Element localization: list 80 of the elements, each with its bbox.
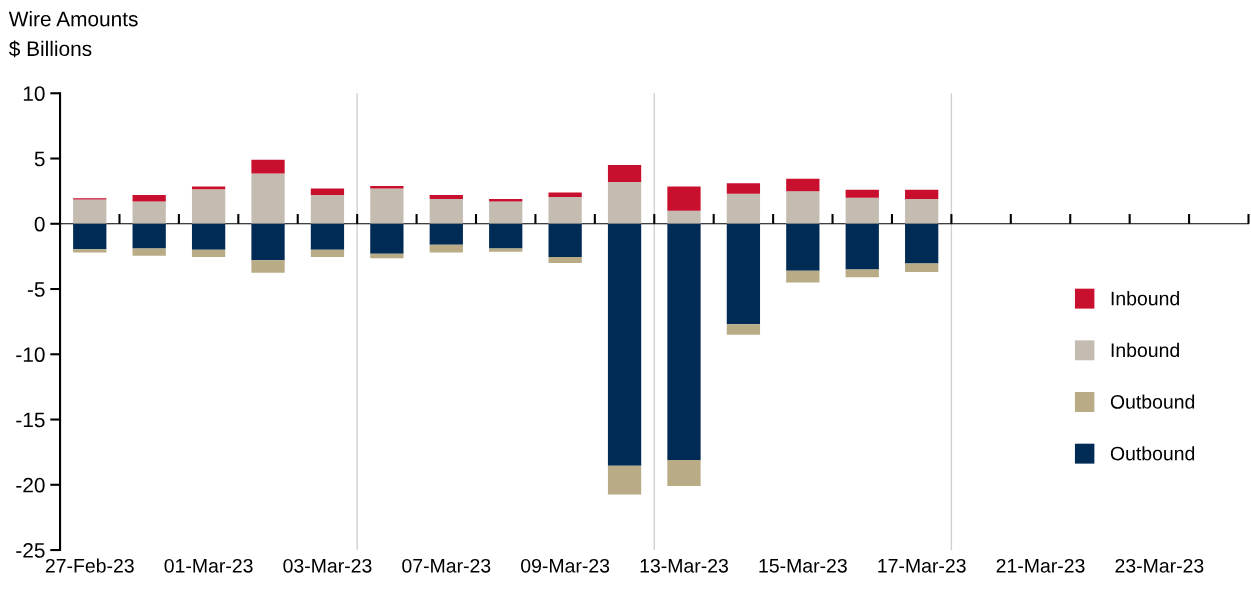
bar: [489, 248, 523, 252]
bar: [73, 249, 107, 253]
bar: [132, 201, 166, 224]
bar: [607, 465, 642, 495]
x-tick-label: 15-Mar-23: [759, 558, 847, 573]
bar: [845, 189, 879, 198]
bar: [251, 173, 285, 224]
bar: [191, 249, 226, 258]
bar: [429, 198, 463, 224]
bar: [310, 223, 345, 250]
bar: [251, 159, 285, 174]
bar: [786, 270, 820, 283]
legend-label: Inbound: [1111, 342, 1179, 358]
bar: [548, 197, 582, 224]
bar: [607, 223, 642, 466]
bar: [667, 186, 701, 211]
bar: [786, 223, 820, 271]
y-tick-label: -15: [16, 412, 45, 428]
bar: [726, 223, 761, 325]
legend-label: Outbound: [1110, 446, 1195, 461]
x-tick-label: 01-Mar-23: [164, 558, 253, 573]
bar: [489, 223, 523, 249]
bar: [370, 188, 404, 224]
y-tick-label: -20: [16, 477, 45, 493]
bar: [132, 223, 166, 249]
bar: [310, 195, 345, 224]
x-tick-label: 09-Mar-23: [521, 558, 610, 573]
bar: [845, 223, 879, 270]
bar: [429, 223, 463, 245]
bar: [548, 223, 582, 258]
legend-label: Outbound: [1110, 394, 1195, 409]
bar: [310, 188, 345, 196]
y-tick-label: -5: [27, 282, 45, 297]
bar: [726, 324, 761, 335]
bar: [905, 263, 939, 273]
chart-title: Wire Amounts: [8, 11, 138, 27]
bar: [251, 223, 285, 261]
bar: [73, 223, 107, 250]
x-tick-label: 27-Feb-23: [45, 558, 134, 573]
bar: [726, 183, 761, 194]
bar: [489, 201, 523, 224]
bar: [786, 191, 820, 224]
x-tick-label: 03-Mar-23: [283, 558, 372, 573]
bar: [548, 192, 582, 198]
bar: [191, 189, 226, 224]
bar: [845, 269, 879, 278]
bar: [310, 249, 345, 258]
y-tick-label: -10: [16, 347, 45, 363]
bar: [370, 223, 404, 254]
y-tick-label: -25: [16, 543, 45, 558]
bar: [191, 223, 226, 250]
x-tick-label: 23-Mar-23: [1115, 558, 1204, 573]
x-tick-label: 21-Mar-23: [996, 558, 1085, 573]
bar: [786, 178, 820, 192]
y-tick-label: 10: [23, 86, 45, 102]
bar: [845, 197, 879, 224]
bar: [667, 210, 701, 224]
bar: [73, 199, 107, 224]
bar: [726, 193, 761, 224]
bar: [548, 257, 582, 263]
bar: [607, 182, 642, 224]
bar: [132, 195, 166, 202]
bar: [905, 198, 939, 224]
x-tick-label: 07-Mar-23: [402, 558, 491, 573]
y-tick-label: 0: [34, 216, 45, 232]
bar: [489, 198, 523, 202]
legend-label: Inbound: [1111, 291, 1179, 306]
bar: [132, 248, 166, 256]
bar: [905, 189, 939, 199]
bar: [607, 165, 642, 182]
bar: [905, 223, 939, 264]
bar: [667, 223, 701, 460]
bar: [429, 195, 463, 199]
bar: [251, 260, 285, 273]
bar: [370, 185, 404, 189]
chart-subtitle: $ Billions: [8, 40, 92, 58]
bar: [667, 459, 701, 487]
y-tick-label: 5: [34, 151, 45, 167]
x-tick-label: 13-Mar-23: [640, 558, 728, 573]
x-tick-label: 17-Mar-23: [878, 558, 966, 573]
